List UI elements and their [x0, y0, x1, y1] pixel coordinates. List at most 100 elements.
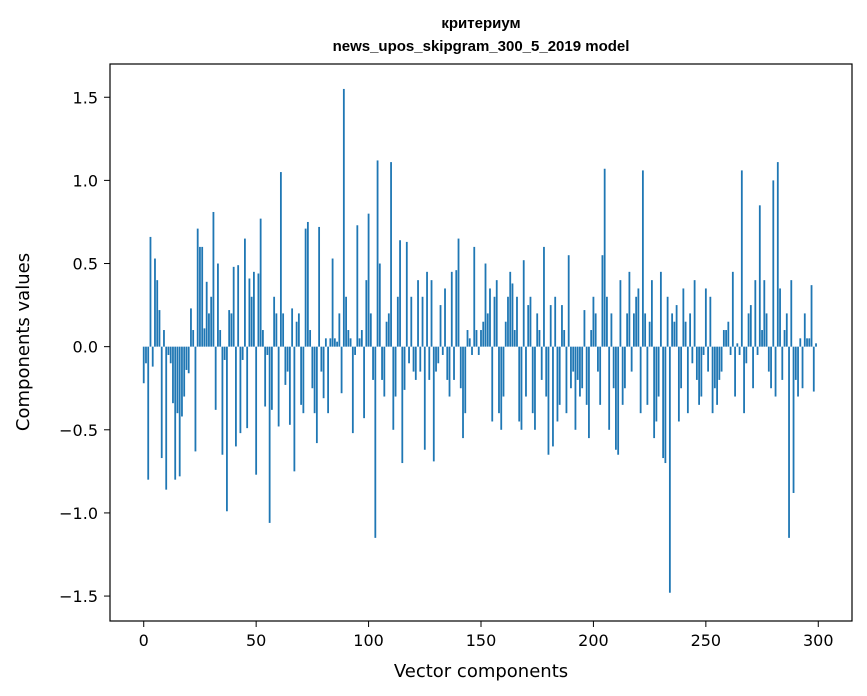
bar [439, 305, 442, 347]
bar [549, 305, 552, 347]
bar [477, 346, 480, 355]
y-axis-label: Components values [13, 253, 34, 431]
bar [232, 266, 235, 347]
bar [253, 271, 255, 347]
bar [531, 346, 534, 414]
x-axis-ticks: 0 50 100 150 200 250 300 [139, 621, 834, 650]
bar [770, 346, 772, 389]
bar [518, 346, 521, 422]
bar [354, 346, 356, 355]
bar [176, 346, 179, 414]
bar [257, 273, 260, 347]
bar [722, 330, 725, 347]
bar [765, 313, 768, 347]
bar [315, 346, 318, 444]
bar [520, 346, 523, 430]
bar [178, 346, 181, 477]
bar [419, 346, 422, 372]
bar [525, 346, 527, 397]
bar [729, 346, 732, 355]
bar [387, 313, 390, 347]
y-tick-label: 0.0 [73, 338, 98, 357]
bar [432, 346, 435, 462]
bar [794, 346, 797, 380]
bar [563, 330, 566, 347]
bar [329, 338, 332, 347]
bar [302, 346, 305, 414]
bar [453, 346, 455, 380]
bar [219, 330, 222, 347]
bar [163, 330, 165, 347]
bar [295, 321, 298, 347]
bar [606, 296, 608, 347]
bar [792, 346, 795, 493]
bar [716, 346, 718, 405]
bar [590, 330, 593, 347]
bar [758, 205, 761, 347]
bar [255, 346, 258, 475]
bar [241, 346, 244, 360]
bar [372, 346, 374, 380]
bar [358, 338, 361, 347]
bar [736, 343, 739, 347]
bar [426, 271, 428, 347]
bar [437, 346, 440, 364]
bar [581, 346, 584, 389]
bar [655, 346, 658, 422]
bar [455, 270, 458, 347]
bar [545, 346, 548, 397]
bar [154, 258, 156, 347]
bar [423, 346, 426, 450]
bar [192, 330, 195, 347]
bar [369, 313, 372, 347]
bar [405, 241, 408, 347]
bar [626, 313, 629, 347]
bar [190, 308, 192, 347]
bar [624, 346, 626, 389]
x-axis-label: Vector components [394, 661, 568, 682]
y-tick-label: 1.5 [73, 88, 98, 107]
bar [396, 296, 399, 347]
bar [147, 346, 150, 480]
bar [338, 313, 341, 347]
bar [558, 346, 561, 405]
bar [160, 346, 163, 459]
bar [556, 346, 559, 422]
y-tick-label: −1.5 [59, 587, 98, 606]
bar [700, 346, 703, 397]
bar [776, 162, 779, 347]
bar [277, 346, 280, 427]
bar [675, 305, 678, 347]
bar [507, 296, 509, 347]
bar [203, 328, 206, 347]
bar [333, 338, 336, 347]
bar [491, 346, 494, 422]
bar [235, 346, 237, 447]
chart-title: критериум [441, 15, 520, 32]
bar [385, 321, 388, 347]
bar [612, 346, 615, 389]
bar [648, 321, 651, 347]
bar [239, 346, 242, 434]
bar [561, 305, 563, 347]
bar [318, 226, 321, 347]
bar [785, 313, 788, 347]
bar [374, 346, 377, 538]
bar [201, 246, 204, 347]
bar [376, 160, 379, 347]
bar [527, 305, 530, 347]
bar [711, 346, 714, 414]
bar [691, 346, 694, 364]
bar [356, 225, 359, 347]
bar [686, 346, 689, 414]
bar [165, 346, 168, 490]
bar [297, 313, 300, 347]
bar [743, 346, 745, 414]
bar [311, 346, 314, 389]
bar [601, 255, 604, 347]
bar [212, 211, 215, 347]
bar [414, 346, 417, 380]
bar [248, 278, 251, 347]
bar [286, 346, 289, 372]
bar [226, 346, 228, 512]
